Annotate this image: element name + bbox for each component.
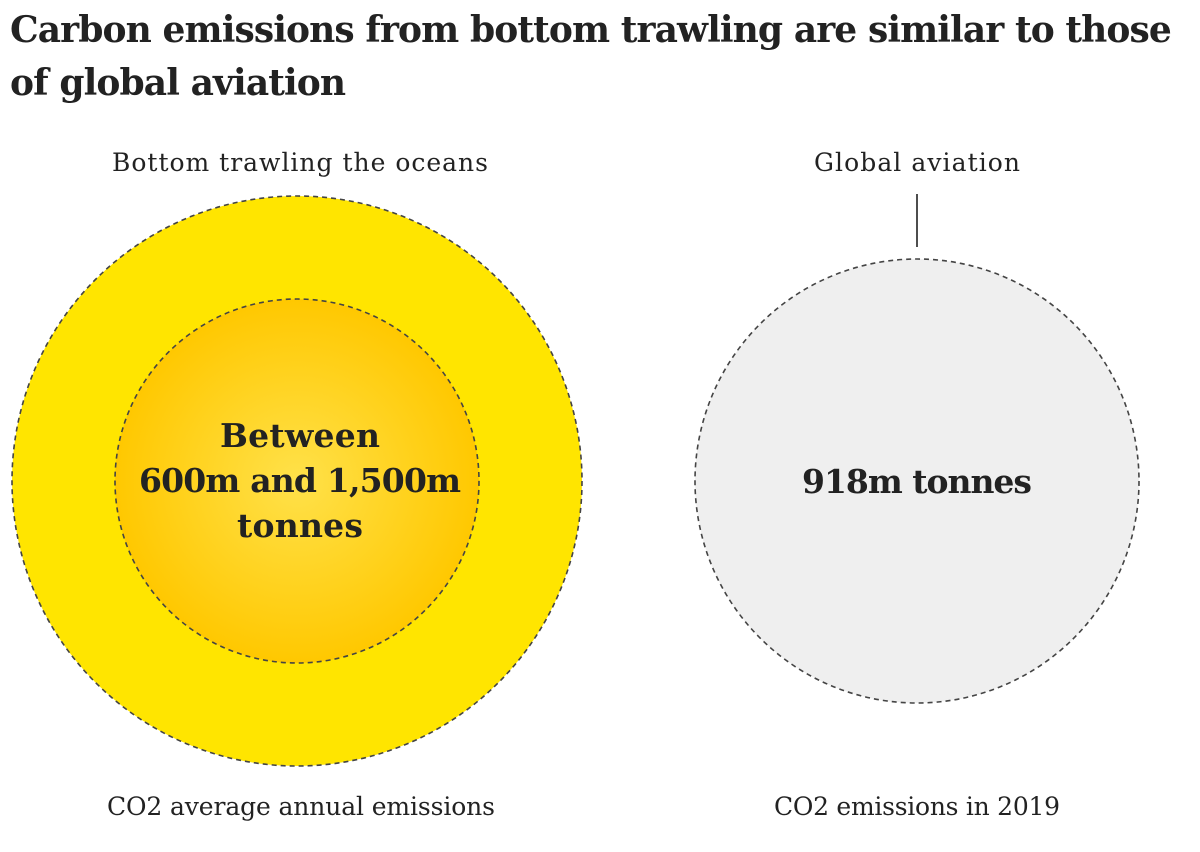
trawling-label: Bottom trawling the oceans <box>112 148 488 177</box>
chart-title: Carbon emissions from bottom trawling ar… <box>10 9 1172 104</box>
aviation-caption: CO2 emissions in 2019 <box>774 792 1060 821</box>
aviation-value: 918m tonnes <box>802 462 1032 501</box>
aviation-circle <box>694 258 1140 704</box>
trawling-min-circle <box>114 298 480 664</box>
trawling-value-line-1: Between <box>220 416 380 455</box>
trawling-value-line-2: 600m and 1,500m <box>139 461 461 500</box>
trawling-caption: CO2 average annual emissions <box>107 792 495 821</box>
trawling-value-line-3: tonnes <box>237 506 363 545</box>
aviation-label: Global aviation <box>814 148 1020 177</box>
